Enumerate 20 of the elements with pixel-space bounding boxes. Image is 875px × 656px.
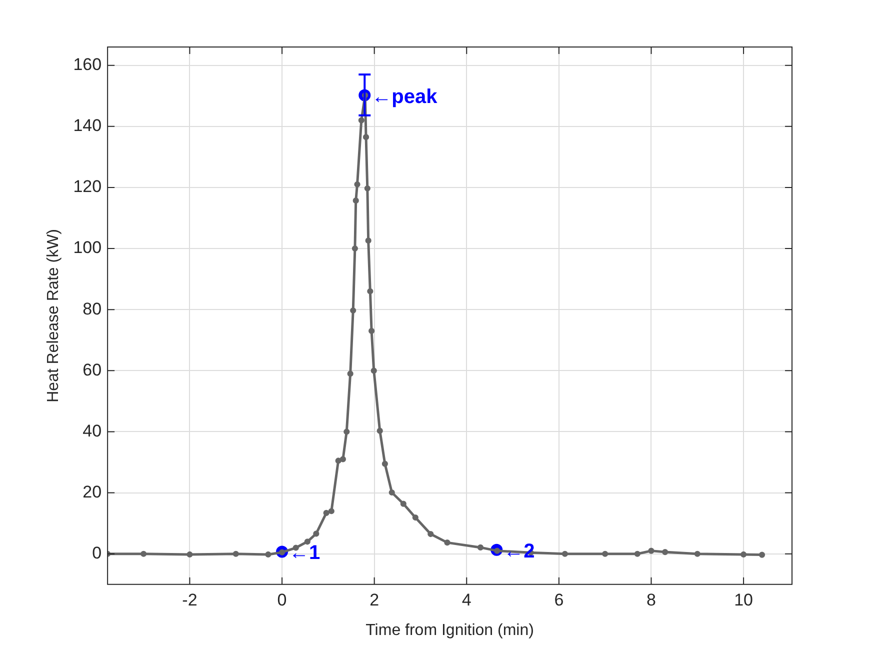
y-tick-label: 80 xyxy=(82,299,102,318)
x-tick-label: 2 xyxy=(370,590,380,610)
x-tick-label: 0 xyxy=(277,590,287,610)
x-tick-label: 4 xyxy=(462,590,472,610)
x-tick-label: 8 xyxy=(646,590,656,610)
y-tick-label: 140 xyxy=(73,116,102,136)
y-tick-label: 0 xyxy=(92,544,102,563)
x-axis-title: Time from Ignition (min) xyxy=(366,622,534,639)
y-tick-label: 160 xyxy=(73,55,102,74)
y-tick-label: 120 xyxy=(73,177,102,196)
x-tick-label: -2 xyxy=(182,590,198,610)
y-axis-title: Heat Release Rate (kW) xyxy=(45,229,62,402)
y-tick-label: 40 xyxy=(82,421,102,440)
annotation: ←1 xyxy=(289,542,320,564)
y-tick-label: 20 xyxy=(82,482,102,502)
annotation: ←peak xyxy=(372,86,438,108)
x-tick-label: 6 xyxy=(554,590,564,610)
y-tick-label: 100 xyxy=(73,238,102,258)
y-tick-label: 60 xyxy=(82,360,102,380)
x-tick-label: 10 xyxy=(734,590,753,610)
